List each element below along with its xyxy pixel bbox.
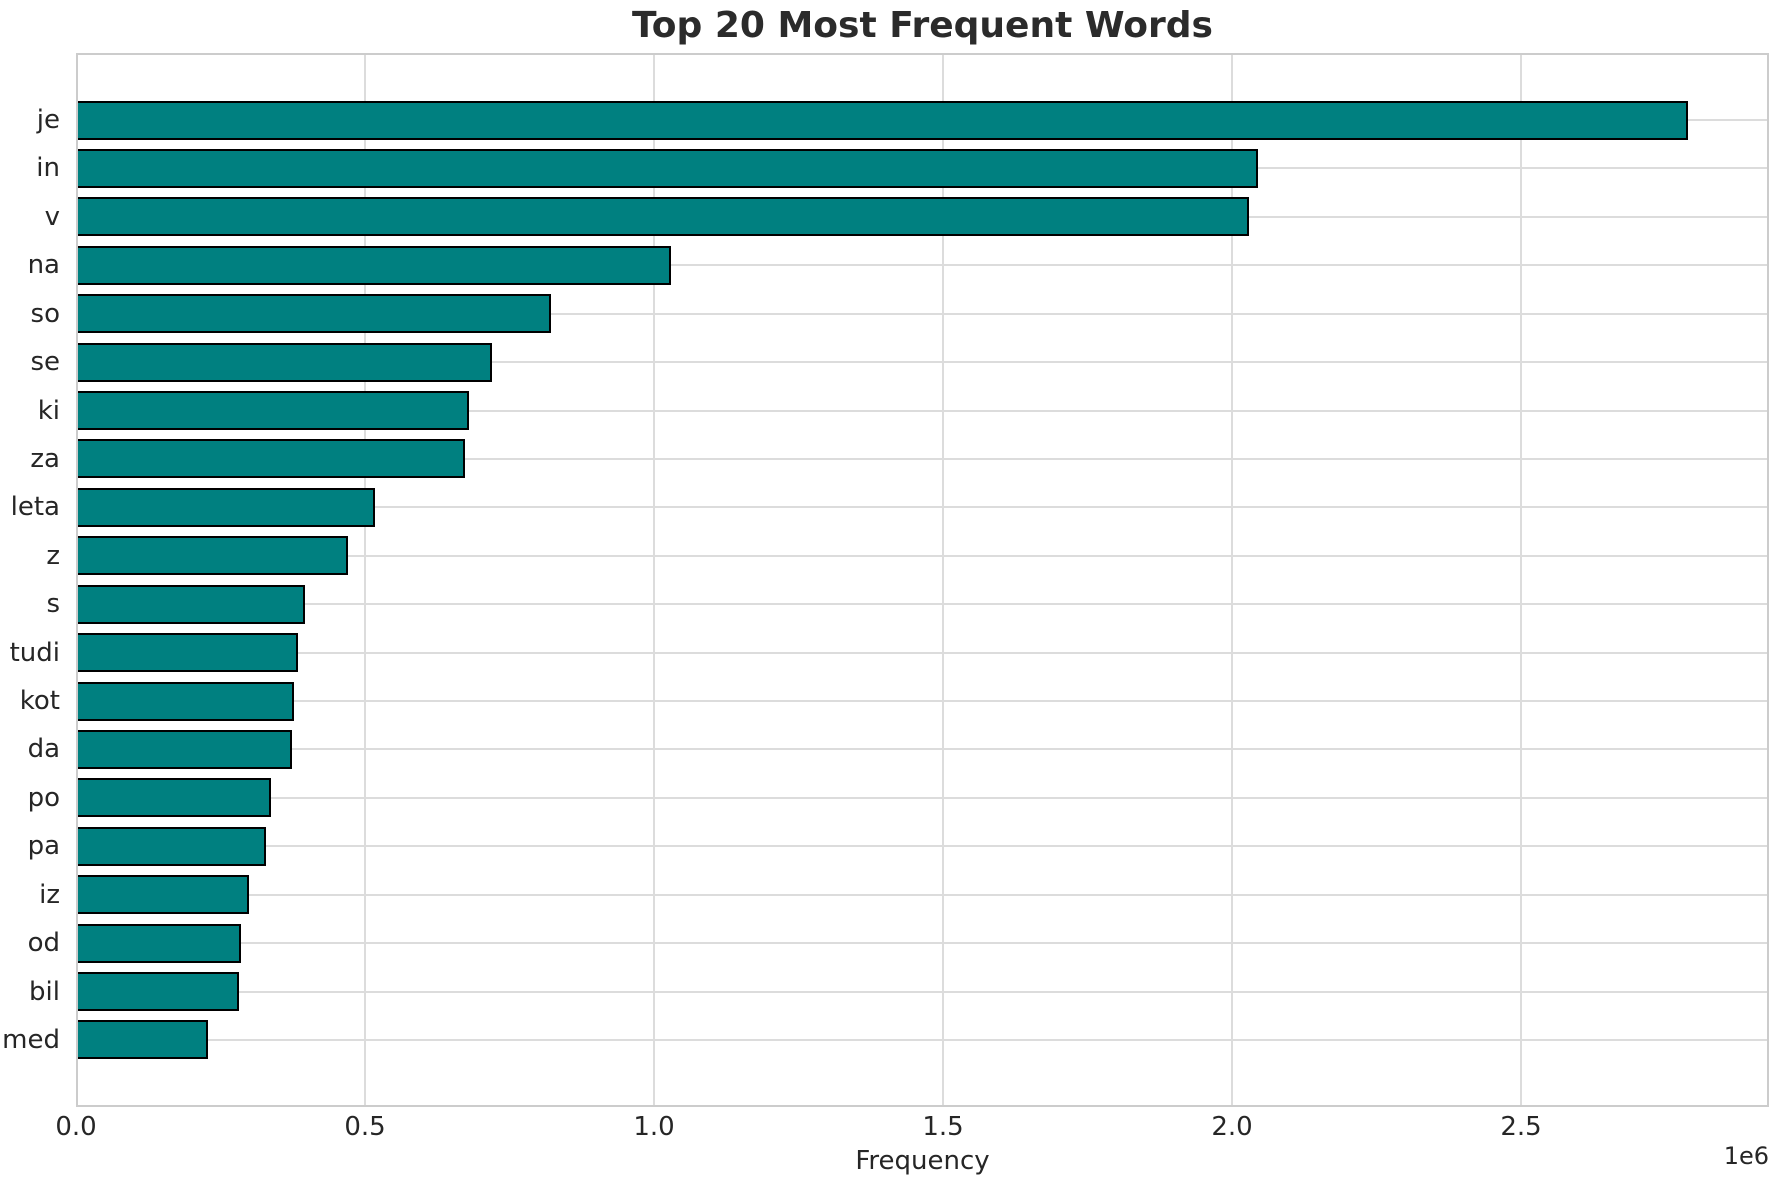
y-tick-label: se [30, 347, 60, 377]
y-tick-label: da [27, 734, 60, 764]
bar-se [76, 343, 492, 382]
y-tick-label: pa [27, 831, 60, 861]
gridline-horizontal [76, 894, 1769, 896]
y-tick-label: med [2, 1025, 60, 1055]
y-tick-label: ki [37, 396, 60, 426]
gridline-vertical [942, 53, 944, 1107]
bar-in [76, 149, 1258, 188]
chart-title: Top 20 Most Frequent Words [632, 5, 1213, 46]
x-tick-label: 2.5 [1500, 1112, 1542, 1142]
gridline-horizontal [76, 603, 1769, 605]
y-tick-label: v [44, 202, 60, 232]
gridline-vertical [1520, 53, 1522, 1107]
y-tick-label: od [27, 928, 60, 958]
y-tick-label: bil [29, 977, 60, 1007]
gridline-horizontal [76, 748, 1769, 750]
gridline-horizontal [76, 991, 1769, 993]
gridline-horizontal [76, 942, 1769, 944]
y-tick-label: je [36, 105, 60, 135]
bar-na [76, 246, 671, 285]
bar-iz [76, 875, 249, 914]
bar-za [76, 439, 465, 478]
gridline-horizontal [76, 361, 1769, 363]
y-tick-label: so [30, 299, 60, 329]
y-tick-label: in [36, 153, 60, 183]
gridline-vertical [364, 53, 366, 1107]
bar-kot [76, 682, 294, 721]
gridline-horizontal [76, 700, 1769, 702]
x-axis-label: Frequency [855, 1146, 990, 1176]
bar-leta [76, 488, 375, 527]
bar-med [76, 1020, 208, 1059]
gridline-horizontal [76, 652, 1769, 654]
plot-area [76, 53, 1769, 1107]
y-tick-label: iz [39, 880, 60, 910]
x-tick-label: 1.0 [633, 1112, 675, 1142]
y-tick-label: kot [19, 686, 60, 716]
x-tick-label: 0.0 [55, 1112, 97, 1142]
y-tick-label: leta [10, 492, 60, 522]
bar-bil [76, 972, 239, 1011]
bar-tudi [76, 633, 298, 672]
gridline-vertical [653, 53, 655, 1107]
bar-so [76, 294, 551, 333]
y-tick-label: po [27, 783, 60, 813]
gridline-horizontal [76, 845, 1769, 847]
x-tick-label: 1.5 [922, 1112, 964, 1142]
y-tick-label: za [30, 444, 60, 474]
gridline-horizontal [76, 506, 1769, 508]
gridline-horizontal [76, 410, 1769, 412]
bar-od [76, 924, 241, 963]
bar-ki [76, 391, 469, 430]
bar-s [76, 585, 305, 624]
bar-v [76, 197, 1249, 236]
bar-pa [76, 827, 266, 866]
gridline-horizontal [76, 264, 1769, 266]
y-tick-label: z [46, 541, 60, 571]
x-tick-label: 2.0 [1211, 1112, 1253, 1142]
gridline-horizontal [76, 313, 1769, 315]
bar-po [76, 778, 271, 817]
y-tick-label: tudi [9, 638, 60, 668]
gridline-horizontal [76, 1039, 1769, 1041]
y-tick-label: na [27, 250, 60, 280]
x-tick-label: 0.5 [344, 1112, 386, 1142]
bar-z [76, 536, 348, 575]
bar-da [76, 730, 292, 769]
bar-je [76, 101, 1688, 140]
gridline-horizontal [76, 458, 1769, 460]
y-tick-label: s [46, 589, 60, 619]
gridline-horizontal [76, 555, 1769, 557]
axis-offset-label: 1e6 [1723, 1142, 1769, 1170]
gridline-vertical [1231, 53, 1233, 1107]
gridline-horizontal [76, 797, 1769, 799]
